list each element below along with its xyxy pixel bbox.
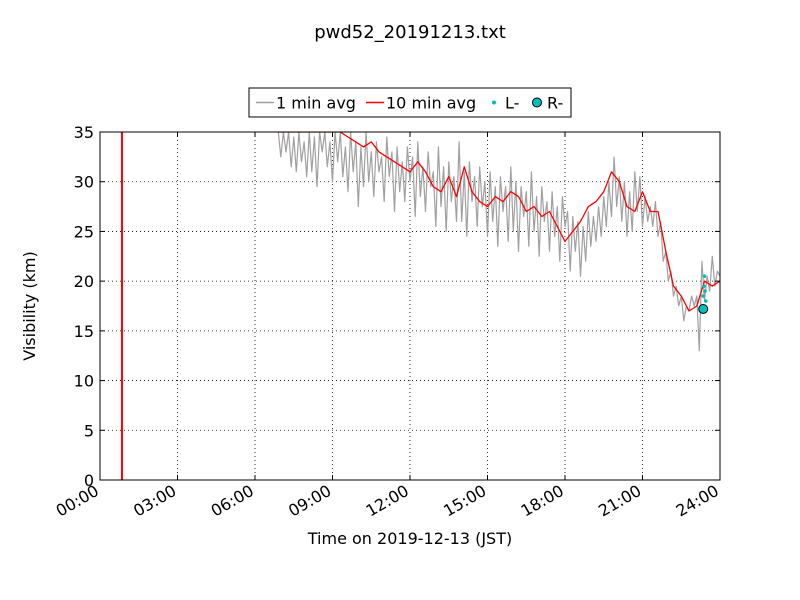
y-tick-label: 0 (84, 471, 94, 490)
point-l (702, 284, 706, 288)
marker-r (698, 303, 709, 314)
legend-box (248, 87, 572, 118)
y-axis: 0 5 10 15 20 25 30 35 (74, 123, 720, 490)
point-l (701, 294, 706, 298)
point-l (703, 299, 708, 303)
point-l (703, 289, 707, 293)
data-layer (120, 132, 720, 480)
legend-label-1-min-avg: 1 min avg (276, 94, 356, 113)
legend: 1 min avg 10 min avg L- R- (248, 87, 572, 118)
point-l (702, 274, 707, 278)
series-line-1-min-avg (277, 132, 720, 352)
y-tick-label: 30 (74, 173, 94, 192)
legend-swatch-l (492, 100, 496, 105)
x-axis-label: Time on 2019-12-13 (JST) (307, 529, 512, 548)
legend-label-r: R- (547, 94, 563, 113)
grid-lines (100, 132, 720, 480)
series-line-10-min-avg (278, 132, 720, 312)
y-tick-label: 25 (74, 222, 94, 241)
y-tick-label: 35 (74, 123, 94, 142)
chart-title: pwd52_20191213.txt (314, 22, 506, 43)
legend-label-10-min-avg: 10 min avg (386, 94, 476, 113)
legend-label-l: L- (505, 94, 519, 113)
y-tick-label: 20 (74, 272, 94, 291)
y-axis-label: Visibility (km) (20, 251, 39, 360)
y-tick-label: 15 (74, 322, 94, 341)
y-tick-label: 5 (84, 421, 94, 440)
plot-area (100, 132, 720, 480)
legend-swatch-r (532, 97, 542, 108)
y-tick-label: 10 (74, 372, 94, 391)
